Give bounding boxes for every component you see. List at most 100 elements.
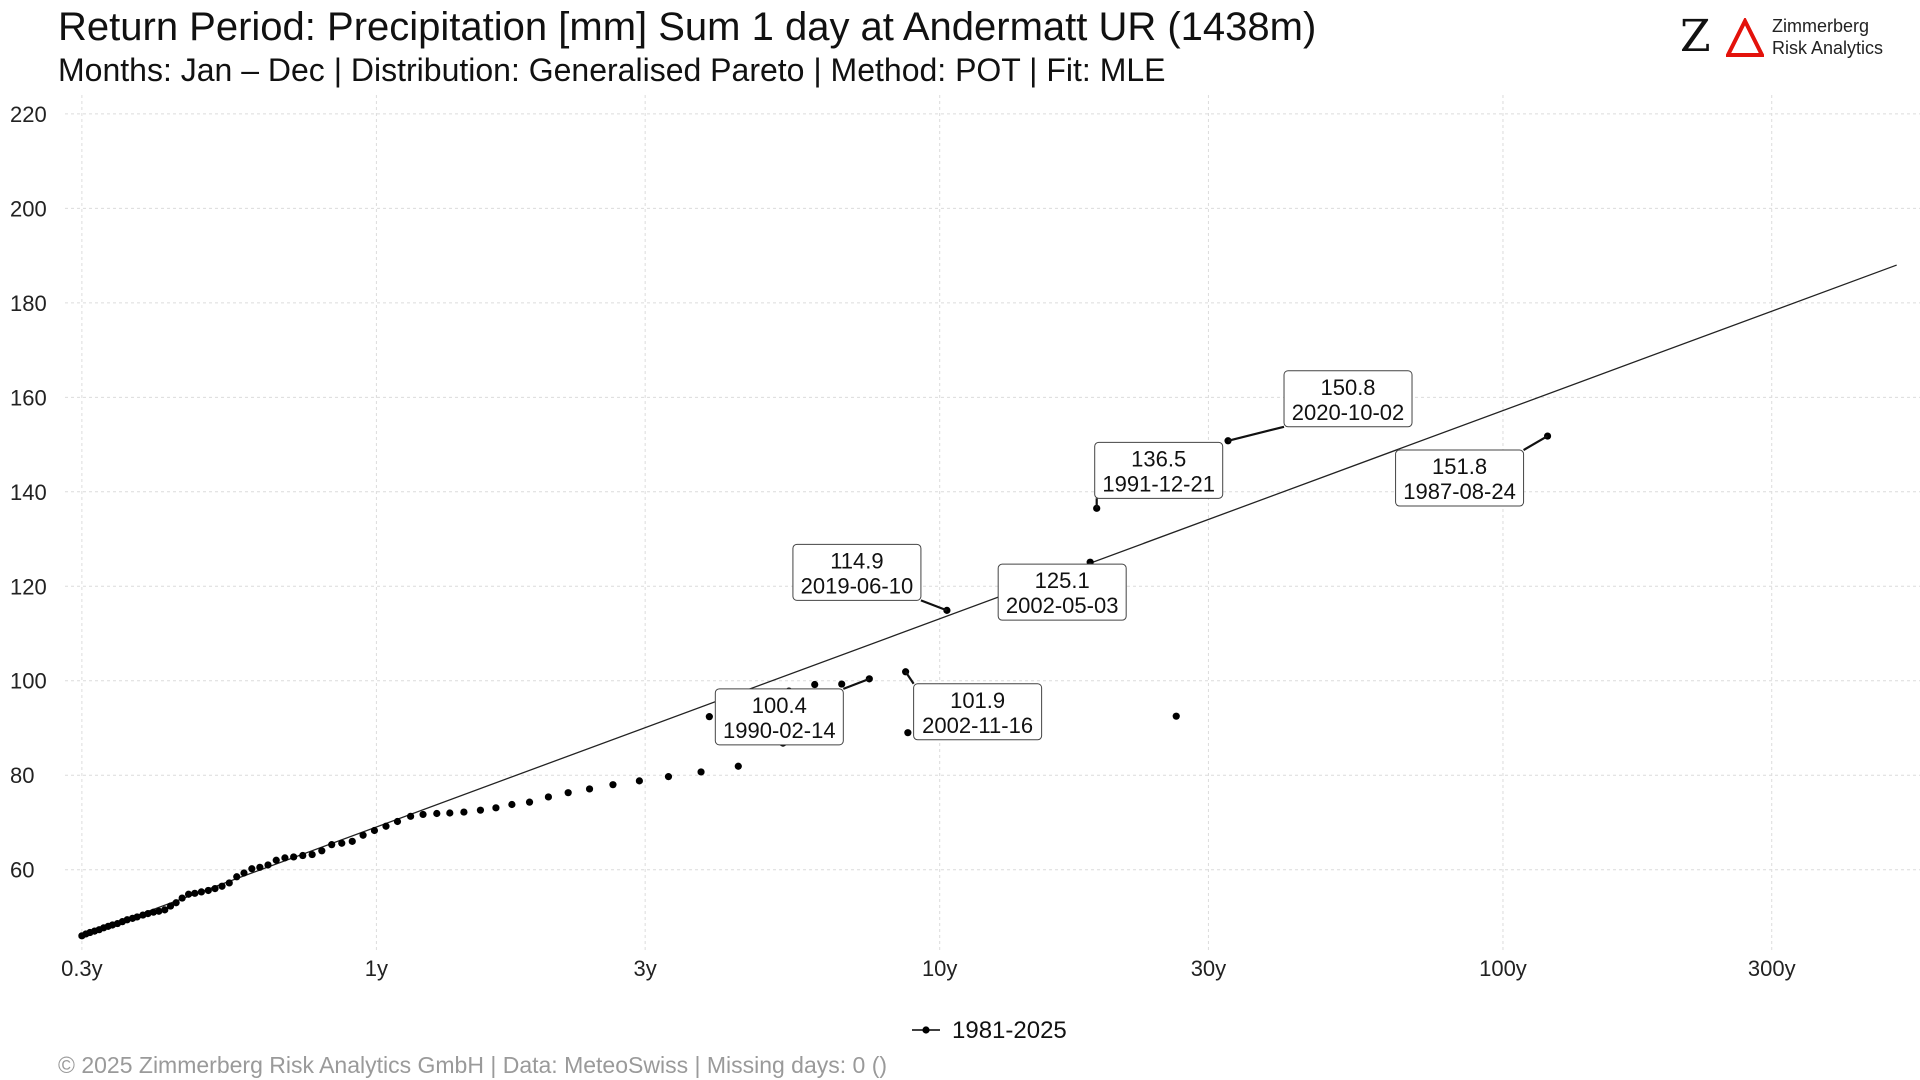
annotation-leader xyxy=(920,599,948,612)
data-point xyxy=(433,809,441,818)
fit-line-layer xyxy=(81,264,1897,937)
data-point xyxy=(1172,712,1180,720)
annotation-box xyxy=(1395,449,1525,507)
data-point xyxy=(197,888,205,896)
data-point xyxy=(585,785,594,793)
data-point xyxy=(460,808,468,816)
annotation-date: 2019-06-10 xyxy=(801,573,914,598)
annotation-leader xyxy=(1227,425,1285,442)
fit-line xyxy=(81,264,1897,937)
data-point xyxy=(290,853,298,861)
x-tick-label: 10y xyxy=(922,956,957,981)
data-point xyxy=(492,804,500,812)
annotation-box xyxy=(997,563,1127,621)
x-tick-label: 3y xyxy=(634,956,657,981)
data-points-layer xyxy=(78,432,1552,940)
y-tick-label: 180 xyxy=(10,291,47,316)
data-point xyxy=(359,831,367,839)
data-point xyxy=(308,850,316,859)
y-tick-label: 100 xyxy=(10,669,47,694)
annotation-date: 1987-08-24 xyxy=(1403,479,1516,504)
annotation-value: 136.5 xyxy=(1131,446,1186,471)
data-point xyxy=(133,913,141,921)
x-tick-label: 1y xyxy=(365,956,388,981)
annotation-date: 2002-05-03 xyxy=(1006,593,1119,618)
data-point xyxy=(544,793,553,801)
data-point xyxy=(734,762,742,770)
data-point xyxy=(705,713,713,721)
data-point xyxy=(318,847,326,855)
data-point xyxy=(609,781,617,789)
data-point xyxy=(184,890,193,898)
y-tick-label: 160 xyxy=(10,385,47,410)
data-point xyxy=(144,910,152,918)
data-point xyxy=(697,768,705,776)
logo-line-2: Risk Analytics xyxy=(1772,38,1884,58)
y-tick-label: 140 xyxy=(10,480,47,505)
logo-mark: Z xyxy=(1680,11,1711,62)
footer-credits: © 2025 Zimmerberg Risk Analytics GmbH | … xyxy=(58,1052,888,1078)
data-point xyxy=(233,873,241,881)
data-point xyxy=(446,809,454,817)
data-point xyxy=(225,879,233,887)
annotation-box xyxy=(1283,370,1413,428)
data-point xyxy=(476,806,485,814)
y-tick-label: 120 xyxy=(10,574,47,599)
y-tick-label: 200 xyxy=(10,196,47,221)
logo-line-1: Zimmerberg xyxy=(1772,16,1870,36)
annotation-value: 101.9 xyxy=(950,688,1005,713)
data-point xyxy=(256,863,264,871)
data-point xyxy=(525,798,534,806)
data-point xyxy=(155,907,163,915)
logo-text: Zimmerberg Risk Analytics xyxy=(1772,15,1883,59)
logo-delta-icon xyxy=(1726,18,1764,57)
data-point xyxy=(328,841,336,849)
annotation-box xyxy=(1094,441,1224,499)
annotation-value: 125.1 xyxy=(1035,568,1090,593)
data-point xyxy=(370,826,379,835)
data-point xyxy=(218,882,226,890)
annotation-date: 1990-02-14 xyxy=(723,718,836,743)
annotation-value: 100.4 xyxy=(752,693,807,718)
annotation-leader xyxy=(904,671,915,685)
data-point xyxy=(406,812,415,820)
x-tick-label: 300y xyxy=(1748,956,1796,981)
data-point xyxy=(635,777,643,785)
data-point xyxy=(204,886,212,895)
data-point xyxy=(161,906,169,914)
grid-layer xyxy=(65,95,1920,950)
legend-label: 1981-2025 xyxy=(952,1017,1067,1044)
data-point xyxy=(393,817,402,826)
data-point xyxy=(664,773,673,781)
data-point xyxy=(904,729,912,737)
data-point xyxy=(382,822,390,830)
data-point xyxy=(419,810,427,819)
company-logo: Z Zimmerberg Risk Analytics xyxy=(1680,12,1900,62)
chart-subtitle: Months: Jan – Dec | Distribution: Genera… xyxy=(58,52,1166,88)
x-tick-label: 100y xyxy=(1479,956,1527,981)
annotation-date: 1991-12-21 xyxy=(1102,471,1215,496)
annotation-value: 114.9 xyxy=(830,548,883,573)
data-point xyxy=(264,861,272,869)
data-point xyxy=(211,884,219,893)
annotation-box xyxy=(714,688,844,746)
data-point xyxy=(272,856,280,864)
y-tick-label: 220 xyxy=(10,102,47,127)
data-point xyxy=(811,680,819,689)
data-point xyxy=(178,894,186,902)
annotation-value: 150.8 xyxy=(1320,375,1375,400)
data-point xyxy=(299,851,307,860)
annotation-value: 151.8 xyxy=(1432,454,1487,479)
data-point xyxy=(149,908,158,916)
data-point xyxy=(281,854,289,862)
data-point xyxy=(248,865,256,873)
legend-point-icon xyxy=(922,1026,930,1034)
data-point xyxy=(508,800,516,809)
annotation-box xyxy=(913,683,1043,741)
